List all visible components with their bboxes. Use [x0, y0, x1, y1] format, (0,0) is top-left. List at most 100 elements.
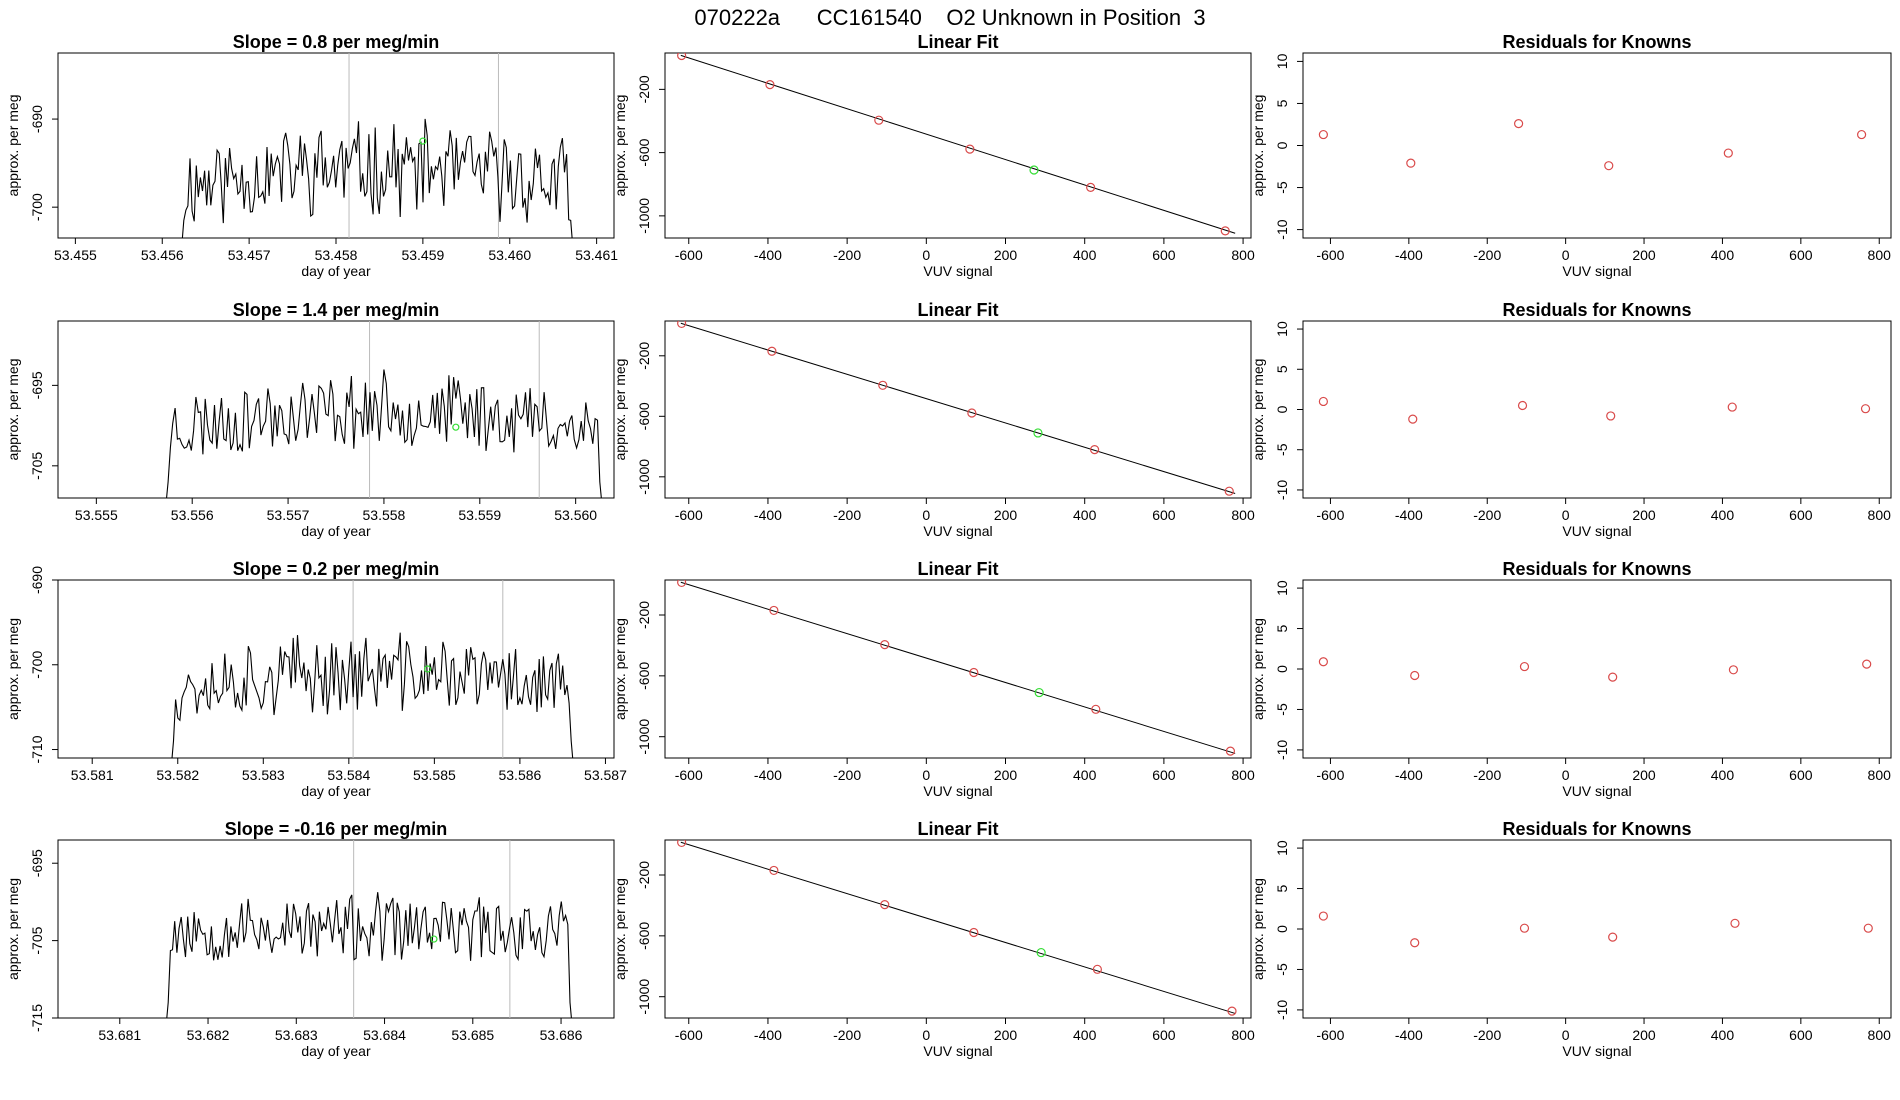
- panel-timeseries-3: Slope = 0.2 per meg/min 53.581 53.582 53.58…: [5, 559, 627, 799]
- x-axis-label: VUV signal: [923, 523, 992, 539]
- x-tick-label: 53.585: [413, 767, 456, 783]
- known-standard-point: [1220, 226, 1230, 236]
- panel-resid-4: Residuals for Knowns -600 -400 -200 0 200 400 6…: [1250, 819, 1892, 1059]
- x-tick-label: 400: [1073, 507, 1097, 523]
- y-tick-label: -690: [29, 105, 45, 133]
- x-tick-label: -600: [1316, 507, 1344, 523]
- y-tick-label: -700: [29, 193, 45, 221]
- y-axis-label: approx. per meg: [5, 359, 21, 461]
- x-tick-label: 800: [1231, 247, 1255, 263]
- known-standard-point: [874, 115, 884, 125]
- y-tick-label: -5: [1274, 963, 1290, 976]
- y-tick-label: -600: [636, 662, 652, 690]
- known-standard-point: [677, 53, 687, 61]
- plot-area: [1318, 657, 1872, 682]
- x-tick-label: -600: [675, 507, 703, 523]
- y-tick-label: 5: [1274, 99, 1290, 107]
- panel-resid-3: Residuals for Knowns -600 -400 -200 0 200 400 6…: [1250, 559, 1892, 799]
- residual-point: [1519, 661, 1530, 672]
- panel-timeseries-1: Slope = 0.8 per meg/min 53.455 53.456 53.45…: [5, 32, 618, 279]
- x-tick-label: -200: [833, 507, 861, 523]
- x-tick-label: 600: [1152, 1027, 1176, 1043]
- x-tick-label: 0: [922, 247, 930, 263]
- plot-area: [181, 53, 573, 238]
- known-standard-point: [1086, 182, 1096, 193]
- known-standard-point: [677, 840, 687, 848]
- residual-point: [1728, 665, 1739, 675]
- x-tick-label: 800: [1231, 507, 1255, 523]
- x-tick-label: 400: [1711, 247, 1735, 263]
- plot-frame: [664, 579, 1252, 759]
- x-tick-label: -200: [1473, 1027, 1501, 1043]
- time-series-line: [166, 892, 572, 1018]
- panel-title: Slope = -0.16 per meg/min: [225, 819, 448, 839]
- y-tick-label: -715: [29, 1004, 45, 1032]
- x-axis-label: day of year: [301, 263, 371, 279]
- x-tick-label: 600: [1789, 1027, 1813, 1043]
- x-tick-label: -600: [675, 767, 703, 783]
- y-tick-label: 5: [1274, 884, 1290, 892]
- panel-timeseries-2: Slope = 1.4 per meg/min 53.555 53.556 53.55…: [5, 300, 615, 539]
- x-tick-label: 200: [1632, 507, 1656, 523]
- y-tick-label: 5: [1274, 624, 1290, 632]
- fit-line: [680, 841, 1236, 1014]
- y-axis-label: approx. per meg: [612, 95, 628, 197]
- y-tick-label: -705: [29, 926, 45, 954]
- x-tick-label: -600: [675, 1027, 703, 1043]
- x-tick-label: 0: [1562, 1027, 1570, 1043]
- x-tick-label: 0: [922, 1027, 930, 1043]
- page-title: 070222a CC161540 O2 Unknown in Position …: [694, 5, 1206, 30]
- panel-resid-1: Residuals for Knowns -600 -400 -200 0 200 400 6…: [1250, 32, 1892, 279]
- y-tick-label: -200: [636, 342, 652, 370]
- residual-point: [1730, 918, 1740, 928]
- x-tick-label: 53.555: [75, 507, 118, 523]
- residual-point: [1513, 119, 1524, 129]
- fit-line: [680, 54, 1236, 234]
- plot-area: [166, 321, 602, 498]
- panel-title: Linear Fit: [917, 559, 998, 579]
- panel-resid-2: Residuals for Knowns -600 -400 -200 0 200 400 6…: [1250, 300, 1892, 539]
- x-tick-label: 53.682: [187, 1027, 230, 1043]
- plot-frame: [1302, 320, 1892, 499]
- residual-point: [1519, 923, 1530, 933]
- x-tick-label: 53.457: [228, 247, 271, 263]
- y-tick-label: -600: [636, 922, 652, 950]
- x-tick-label: 53.460: [488, 247, 531, 263]
- x-tick-label: -400: [754, 247, 782, 263]
- x-tick-label: 200: [994, 767, 1018, 783]
- unknown-mean-point: [419, 137, 427, 145]
- residual-point: [1406, 158, 1416, 168]
- x-tick-label: 200: [1632, 1027, 1656, 1043]
- y-tick-label: -695: [29, 371, 45, 399]
- x-axis-label: VUV signal: [923, 1043, 992, 1059]
- x-tick-label: -600: [1316, 767, 1344, 783]
- x-tick-label: 600: [1789, 507, 1813, 523]
- plot-frame: [664, 320, 1252, 499]
- plot-area: [677, 321, 1236, 496]
- x-tick-label: 0: [922, 767, 930, 783]
- x-tick-label: 600: [1152, 247, 1176, 263]
- plot-frame: [664, 52, 1252, 239]
- x-tick-label: 53.685: [451, 1027, 494, 1043]
- x-tick-label: 800: [1868, 767, 1892, 783]
- y-tick-label: -10: [1274, 219, 1290, 239]
- x-tick-label: 53.558: [363, 507, 406, 523]
- x-tick-label: 53.686: [540, 1027, 583, 1043]
- y-tick-label: -10: [1274, 1000, 1290, 1020]
- plot-area: [677, 580, 1236, 756]
- y-axis-label: approx. per meg: [1250, 618, 1266, 720]
- panel-title: Residuals for Knowns: [1502, 32, 1691, 52]
- panel-fit-4: Linear Fit -600 -400 -200 0 200 400 600 800 VUV s…: [612, 819, 1255, 1059]
- x-tick-label: 53.581: [71, 767, 114, 783]
- plot-frame: [57, 579, 615, 759]
- x-tick-label: 800: [1231, 767, 1255, 783]
- x-tick-label: 53.582: [156, 767, 199, 783]
- y-tick-label: -1000: [636, 198, 652, 234]
- x-tick-label: -400: [1395, 507, 1423, 523]
- plot-frame: [1302, 52, 1892, 239]
- x-tick-label: 400: [1711, 767, 1735, 783]
- known-standard-point: [677, 580, 687, 588]
- known-standard-point: [1225, 746, 1236, 756]
- y-tick-label: 0: [1274, 405, 1290, 413]
- x-tick-label: 400: [1073, 247, 1097, 263]
